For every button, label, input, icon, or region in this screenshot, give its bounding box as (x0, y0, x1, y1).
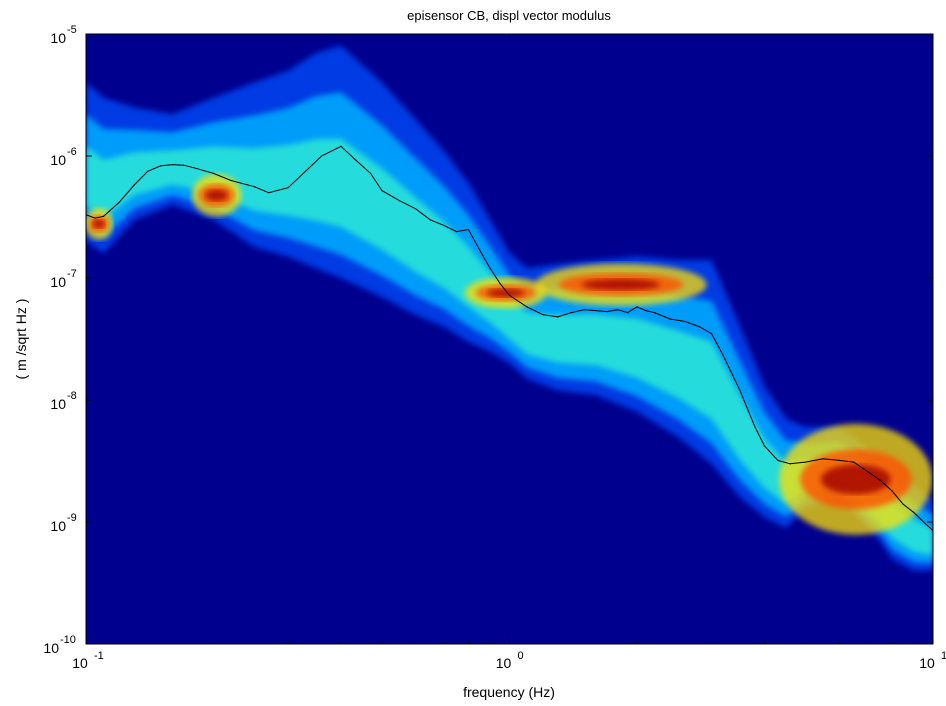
series-point (879, 480, 880, 481)
series-point (822, 458, 823, 459)
series-point (685, 321, 686, 322)
series-point (636, 306, 637, 307)
series-point (172, 164, 173, 165)
series-point (160, 165, 161, 166)
series-point (287, 187, 288, 188)
series-point (891, 490, 892, 491)
y-tick-exponent: -10 (60, 634, 76, 646)
series-point (415, 208, 416, 209)
series-point (499, 283, 500, 284)
series-point (790, 463, 791, 464)
series-point (571, 312, 572, 313)
x-tick-label: 10 (496, 655, 512, 671)
series-point (805, 461, 806, 462)
series-point (119, 201, 120, 202)
hot-region-4-red (582, 279, 660, 290)
y-tick-label: 10 (50, 518, 66, 534)
series-point (443, 225, 444, 226)
hot-region-2-red (205, 189, 228, 200)
series-point (94, 217, 95, 218)
series-point (711, 333, 712, 334)
hot-region-5-red (821, 464, 891, 494)
y-tick-exponent: -5 (67, 24, 77, 36)
series-point (777, 460, 778, 461)
hot-region-1-red (92, 220, 105, 229)
x-tick-label: 10 (919, 655, 935, 671)
series-point (230, 180, 231, 181)
series-point (698, 326, 699, 327)
y-tick-exponent: -9 (67, 512, 77, 524)
y-axis-label: ( m /sqrt Hz ) (13, 299, 29, 380)
series-point (913, 512, 914, 513)
series-point (764, 445, 765, 446)
series-point (754, 426, 755, 427)
series-point (213, 173, 214, 174)
series-point (617, 309, 618, 310)
series-point (354, 158, 355, 159)
series-point (654, 312, 655, 313)
x-tick-exponent: 1 (941, 650, 946, 662)
series-point (340, 146, 341, 147)
series-point (670, 319, 671, 320)
x-tick-exponent: 0 (518, 650, 524, 662)
series-point (723, 355, 724, 356)
series-point (645, 310, 646, 311)
series-point (867, 471, 868, 472)
series-point (381, 190, 382, 191)
series-point (268, 192, 269, 193)
series-point (147, 171, 148, 172)
series-point (526, 306, 527, 307)
series-point (838, 460, 839, 461)
y-tick-exponent: -7 (67, 268, 77, 280)
y-tick-label: 10 (43, 640, 59, 656)
x-tick-exponent: -1 (94, 650, 104, 662)
series-point (595, 310, 596, 311)
series-point (627, 312, 628, 313)
series-point (583, 309, 584, 310)
y-tick-exponent: -6 (67, 146, 77, 158)
x-axis-label: frequency (Hz) (463, 684, 555, 700)
series-point (194, 167, 195, 168)
series-point (370, 173, 371, 174)
series-point (399, 200, 400, 201)
series-point (739, 390, 740, 391)
series-point (456, 231, 457, 232)
series-point (490, 268, 491, 269)
series-point (542, 314, 543, 315)
y-tick-label: 10 (50, 274, 66, 290)
y-tick-label: 10 (50, 30, 66, 46)
y-tick-label: 10 (50, 396, 66, 412)
chart-title: episensor CB, displ vector modulus (407, 8, 611, 23)
y-tick-exponent: -8 (67, 390, 77, 402)
series-point (321, 155, 322, 156)
series-point (923, 521, 924, 522)
series-point (468, 229, 469, 230)
series-point (305, 171, 306, 172)
series-point (853, 461, 854, 462)
series-point (134, 184, 135, 185)
series-point (103, 216, 104, 217)
series-point (254, 186, 255, 187)
series-point (509, 295, 510, 296)
series-point (183, 165, 184, 166)
x-tick-label: 10 (72, 655, 88, 671)
series-point (903, 504, 904, 505)
series-point (606, 311, 607, 312)
series-point (557, 316, 558, 317)
series-point (479, 249, 480, 250)
series-point (430, 219, 431, 220)
y-tick-label: 10 (50, 152, 66, 168)
